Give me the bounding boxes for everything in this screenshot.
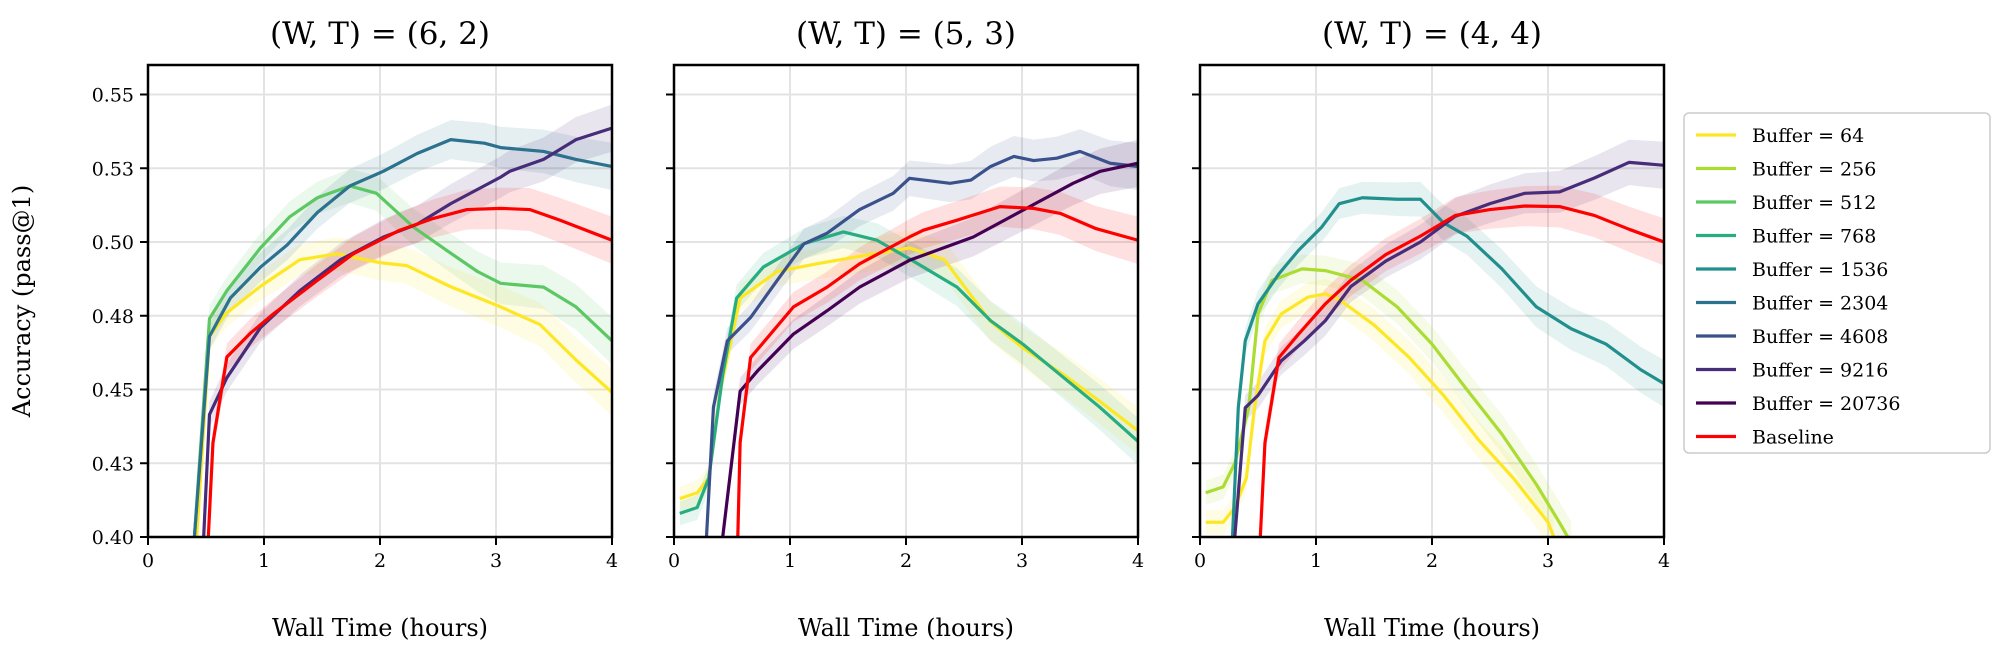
legend-label: Buffer = 2304 [1752,293,1888,315]
series-band [737,186,1138,537]
x-tick-label: 1 [258,550,270,572]
panel-3: 0 1 2 3 4 (W, T) = (4, 4) Wall Time (hours) [1192,16,1670,642]
legend-item: Buffer = 512 [1696,192,1876,214]
series-line-buffer-64 [1205,292,1556,537]
series-band [679,230,1138,511]
series-line-buffer-2304 [192,138,612,537]
x-tick-label: 0 [142,550,154,572]
series-line-baseline [206,206,612,537]
series-band [679,215,1138,526]
legend-label: Buffer = 512 [1752,192,1876,214]
legend-item: Buffer = 20736 [1696,393,1900,415]
x-axis-label: Wall Time (hours) [798,614,1014,642]
series-band [196,237,612,537]
x-tick-label: 2 [374,550,386,572]
x-tick-label: 3 [1542,550,1554,572]
legend-item: Buffer = 9216 [1696,360,1888,382]
series-band [208,187,612,537]
x-tick-label: 1 [1310,550,1322,572]
legend-item: Buffer = 256 [1696,159,1876,181]
x-tick-label: 0 [668,550,680,572]
series-line-buffer-768 [679,230,1138,515]
y-tick-label: 0.43 [92,453,134,475]
series-line-baseline [1258,204,1664,537]
legend-frame [1683,112,1991,454]
y-tick-label: 0.55 [92,85,134,107]
panel-1: 0 1 2 3 4 0.40 0.43 0.45 0.48 0.50 0.53 0.55 (W, T) … [92,16,618,642]
legend-item: Buffer = 2304 [1696,293,1888,315]
legend-label: Buffer = 768 [1752,226,1876,248]
plot-frame [1198,63,1666,539]
series-band [706,129,1138,537]
plot-frame [672,63,1140,539]
y-tick-label: 0.45 [92,380,134,402]
panel-2: 0 1 2 3 4 (W, T) = (5, 3) Wall Time (hours) [666,16,1144,642]
series-band [194,120,612,537]
series-line-buffer-4608 [704,149,1138,537]
legend-label: Buffer = 4608 [1752,326,1888,348]
series-band [722,139,1138,537]
legend-item: Baseline [1696,427,1834,449]
legend-label: Buffer = 20736 [1752,393,1900,415]
x-tick-label: 2 [900,550,912,572]
legend-item: Buffer = 4608 [1696,326,1888,348]
series-line-baseline [736,205,1138,537]
legend-label: Buffer = 64 [1752,125,1864,147]
y-tick-label: 0.53 [92,158,134,180]
x-tick-label: 3 [490,550,502,572]
x-tick-label: 4 [1132,550,1144,572]
y-tick-label: 0.50 [92,232,134,254]
legend-label: Buffer = 256 [1752,159,1876,181]
y-tick-label: 0.48 [92,306,134,328]
x-tick-label: 2 [1426,550,1438,572]
series-band [203,104,612,537]
plot-frame [146,63,614,539]
legend-item: Buffer = 64 [1696,125,1864,147]
legend: Buffer = 64 Buffer = 256 Buffer = 512 Buffe… [1683,112,1991,454]
panel-title: (W, T) = (5, 3) [796,16,1016,52]
legend-item: Buffer = 768 [1696,226,1876,248]
x-axis-label: Wall Time (hours) [1324,614,1540,642]
x-tick-label: 3 [1016,550,1028,572]
panel-title: (W, T) = (4, 4) [1322,16,1542,52]
series-line-buffer-64 [195,252,612,537]
series-line-buffer-20736 [721,161,1138,537]
panel-title: (W, T) = (6, 2) [270,16,490,52]
x-axis-label: Wall Time (hours) [272,614,488,642]
x-tick-label: 4 [606,550,618,572]
legend-label: Baseline [1752,427,1834,449]
x-tick-label: 0 [1194,550,1206,572]
legend-item: Buffer = 1536 [1696,259,1888,281]
series-line-buffer-512 [192,184,612,537]
legend-label: Buffer = 9216 [1752,360,1888,382]
x-tick-label: 4 [1658,550,1670,572]
x-tick-label: 1 [784,550,796,572]
series-band [1205,254,1572,537]
y-tick-label: 0.40 [92,527,134,549]
y-axis-label: Accuracy (pass@1) [8,185,36,418]
series-line-buffer-1536 [1230,196,1664,537]
series-line-buffer-9216 [1233,160,1664,537]
legend-label: Buffer = 1536 [1752,259,1888,281]
